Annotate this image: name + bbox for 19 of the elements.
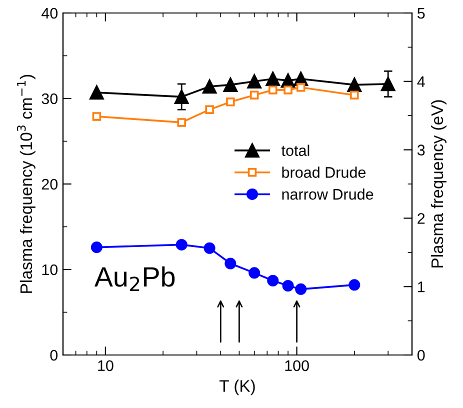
y-tick-label: 10 (42, 264, 58, 276)
y-axis-title: Plasma frequency (10$^{3}$ cm$^{−1}$) (16, 74, 36, 293)
y2-tick-label: 2 (418, 213, 425, 224)
legend-label: broad Drude (282, 166, 366, 178)
y-tick-label: 40 (42, 8, 58, 19)
y2-tick-label: 3 (417, 144, 425, 156)
y-tick-label: 0 (50, 350, 58, 361)
legend-label: total (282, 144, 310, 156)
x-axis-title: T (K) (220, 380, 255, 396)
x-tick-label: 100 (285, 360, 309, 372)
y2-tick-label: 1 (418, 282, 425, 292)
annotation: Au$_{2}$Pb (94, 266, 175, 292)
legend-label: narrow Drude (282, 188, 374, 200)
y-tick-label: 20 (42, 178, 58, 190)
y-tick-label: 30 (42, 93, 58, 104)
y2-axis-title: Plasma frequency (eV) (430, 100, 446, 268)
y2-tick-label: 0 (417, 350, 425, 361)
y2-tick-label: 5 (417, 8, 425, 19)
y2-tick-label: 4 (417, 76, 425, 87)
